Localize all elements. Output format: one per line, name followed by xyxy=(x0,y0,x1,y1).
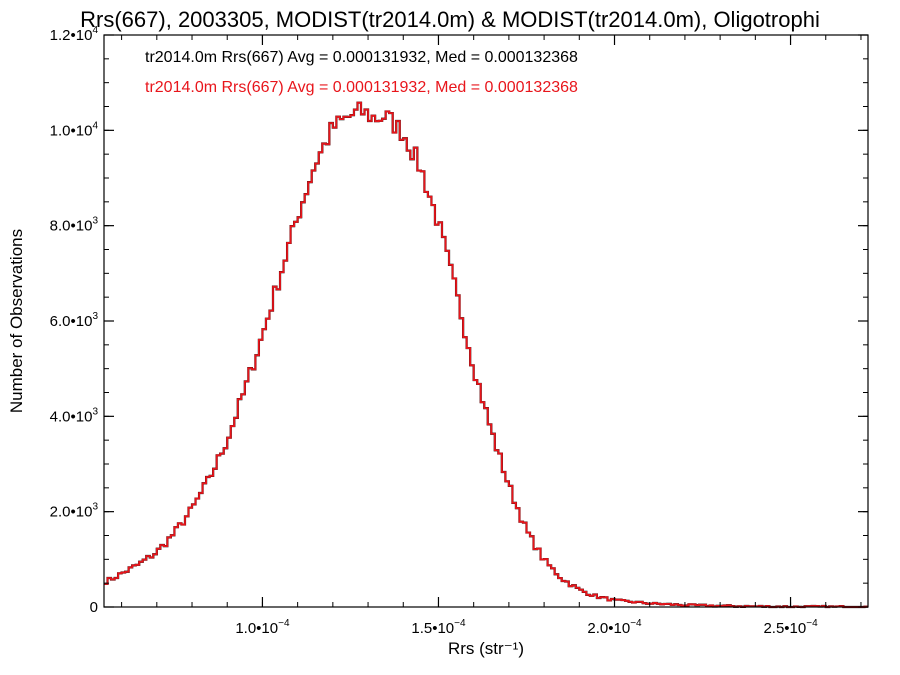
plot-area: 1.0•10−4 1.5•10−4 2.0•10−4 2.5•10−4 0 2.0•10… xyxy=(50,25,869,637)
series-stat-label: tr2014.0m Rrs(667) Avg = 0.000131932, Me… xyxy=(145,49,578,66)
y-tick-label: 8.0•103 xyxy=(50,216,99,235)
histogram-series-layer xyxy=(104,101,868,609)
y-tick-label: 1.2•104 xyxy=(50,25,99,44)
histogram-series-line xyxy=(104,101,868,609)
y-tick-label: 6.0•103 xyxy=(50,311,99,330)
y-tick-label: 2.0•103 xyxy=(50,502,99,521)
x-axis-tick-labels: 1.0•10−4 1.5•10−4 2.0•10−4 2.5•10−4 xyxy=(235,618,818,637)
x-tick-label: 1.0•10−4 xyxy=(235,618,290,637)
y-axis-tick-labels: 0 2.0•103 4.0•103 6.0•103 8.0•103 1.0•104 1.2•… xyxy=(50,25,99,616)
x-tick-label: 1.5•10−4 xyxy=(411,618,466,637)
y-axis-ticks xyxy=(104,34,868,608)
x-axis-ticks xyxy=(121,35,862,607)
y-axis-label: Number of Observations xyxy=(7,229,26,413)
x-tick-label: 2.5•10−4 xyxy=(763,618,818,637)
x-axis-label: Rrs (str⁻¹) xyxy=(448,639,524,658)
histogram-series-line xyxy=(104,101,868,608)
plot-frame xyxy=(103,34,869,608)
y-tick-label: 0 xyxy=(90,599,98,616)
y-tick-label: 4.0•103 xyxy=(50,406,99,425)
series-stat-label: tr2014.0m Rrs(667) Avg = 0.000131932, Me… xyxy=(145,79,578,96)
x-tick-label: 2.0•10−4 xyxy=(587,618,642,637)
y-tick-label: 1.0•104 xyxy=(50,120,99,139)
chart-title: Rrs(667), 2003305, MODIST(tr2014.0m) & M… xyxy=(80,7,820,32)
